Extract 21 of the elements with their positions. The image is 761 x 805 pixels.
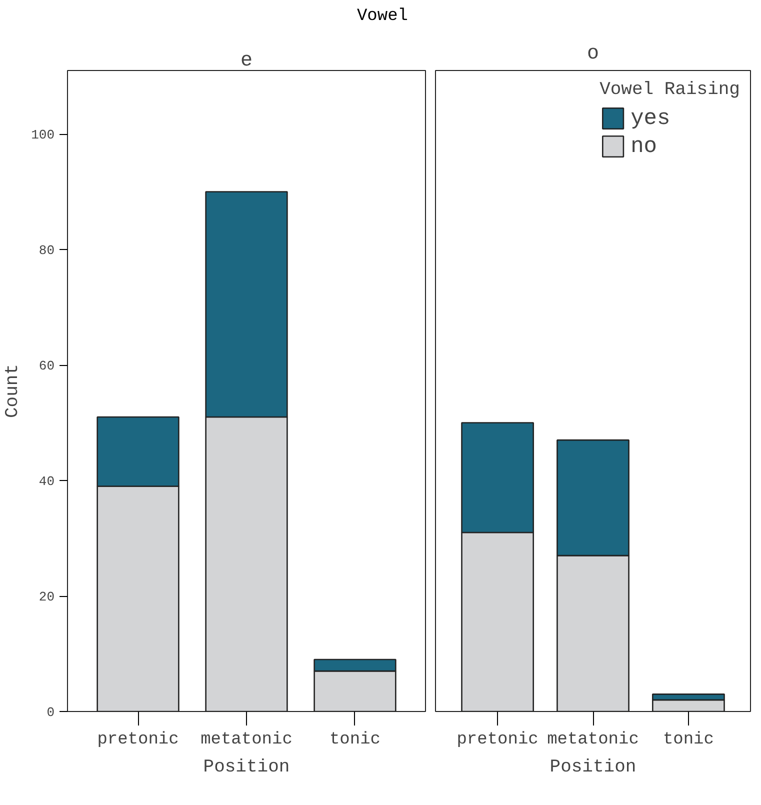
y-tick-label: 80 <box>38 243 55 258</box>
x-tick-label: metatonic <box>200 730 292 750</box>
x-axis-title: Position <box>203 758 290 778</box>
text: Vowel <box>356 6 409 28</box>
y-tick-label: 0 <box>46 705 55 720</box>
x-tick-label: tonic <box>329 730 380 750</box>
legend-label: no <box>630 134 657 158</box>
x-tick-label: pretonic <box>456 730 538 750</box>
x-tick-label: tonic <box>662 730 714 750</box>
y-tick-label: 100 <box>31 128 54 143</box>
y-tick-label: 40 <box>38 474 55 490</box>
legend-title: Vowel Raising <box>600 80 740 100</box>
x-axis-title: Position <box>550 758 636 778</box>
chart-title: o <box>587 42 600 66</box>
x-tick-label: pretonic <box>97 730 179 750</box>
y-tick-label: 20 <box>38 590 55 605</box>
chart-title: e <box>240 50 253 72</box>
x-tick-label: metatonic <box>547 730 639 750</box>
y-tick-label: 60 <box>38 358 55 374</box>
legend-label: yes <box>630 106 670 130</box>
y-axis-title: Count <box>3 364 24 418</box>
